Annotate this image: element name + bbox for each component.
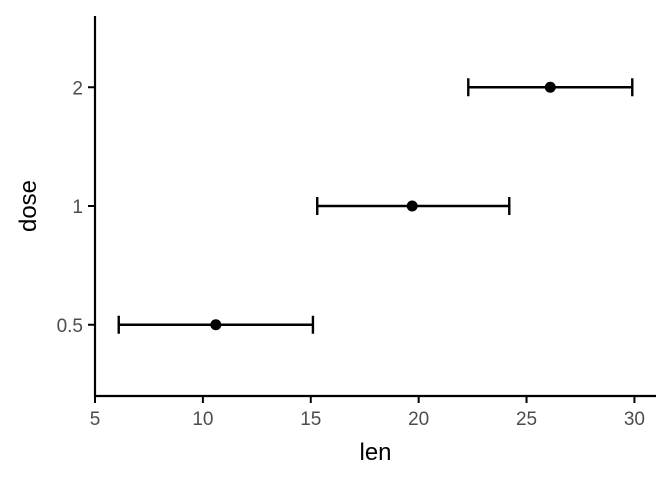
mean-point	[406, 200, 418, 212]
y-tick-label: 1	[72, 197, 83, 218]
errorbar-dose-2	[467, 78, 634, 97]
x-tick-label: 20	[408, 409, 429, 430]
y-tick-label: 2	[72, 78, 83, 99]
x-tick-label: 25	[516, 409, 537, 430]
y-tick-label: 0.5	[57, 316, 83, 337]
x-axis-ticks: 5 10 15 20 25 30	[90, 396, 645, 430]
errorbar-dose-0.5	[117, 315, 315, 334]
y-axis-ticks: 0.5 1 2	[57, 78, 95, 337]
x-tick-label: 30	[624, 409, 645, 430]
mean-point	[544, 81, 556, 93]
x-axis-title: len	[359, 439, 391, 466]
x-tick-label: 10	[192, 409, 213, 430]
errorbar-dose-1	[316, 197, 511, 215]
data-marks	[117, 78, 634, 334]
x-tick-label: 15	[300, 409, 321, 430]
mean-point	[210, 319, 222, 331]
y-axis-title: dose	[15, 180, 42, 232]
x-tick-label: 5	[90, 409, 101, 430]
